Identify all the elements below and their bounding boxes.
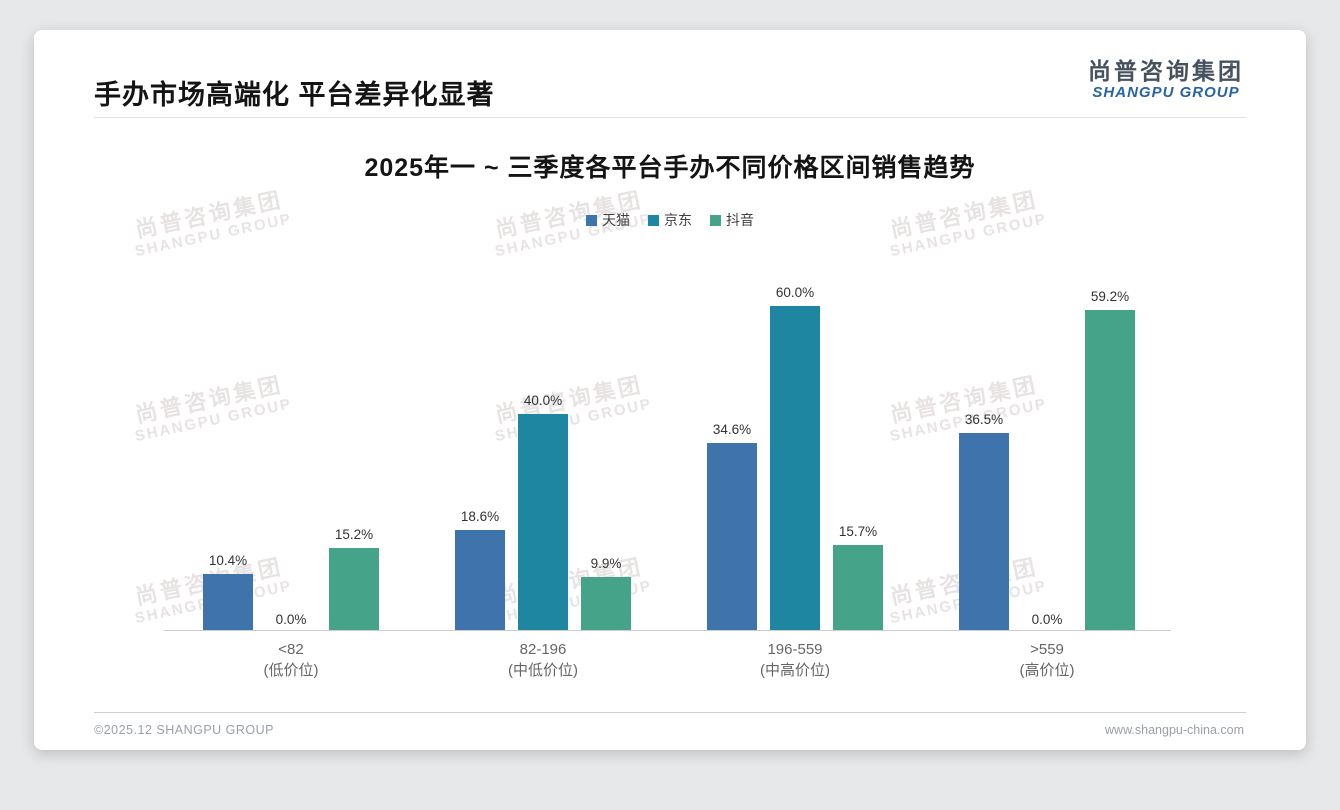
- bar-slot-天猫: 36.5%: [959, 290, 1009, 630]
- page-title: 手办市场高端化 平台差异化显著: [94, 80, 495, 110]
- bar-京东: [770, 306, 820, 630]
- bar-天猫: [959, 433, 1009, 630]
- bar-groups: 10.4% 0.0% 15.2% <82 (低价位) 18.6% 40.0% 9.9% 82-1…: [203, 285, 1135, 679]
- bar-slot-天猫: 34.6%: [707, 290, 757, 630]
- legend-item-抖音: 抖音: [710, 210, 754, 230]
- category-label: 82-196 (中低价位): [508, 641, 578, 679]
- footer-divider: [94, 712, 1246, 713]
- bar-slot-京东: 40.0%: [518, 290, 568, 630]
- bar-天猫: [707, 443, 757, 630]
- bar-group: 18.6% 40.0% 9.9% 82-196 (中低价位): [455, 290, 631, 679]
- logo-chinese-text: 尚普咨询集团: [1088, 58, 1244, 84]
- bar-slot-抖音: 15.7%: [833, 290, 883, 630]
- legend-swatch-icon: [710, 214, 721, 226]
- bar-value-label: 0.0%: [275, 612, 307, 627]
- bar-抖音: [1085, 310, 1135, 630]
- bar-京东: [518, 414, 568, 630]
- category-label: <82 (低价位): [263, 641, 319, 679]
- legend-item-京东: 京东: [648, 210, 692, 230]
- legend-item-天猫: 天猫: [586, 210, 630, 230]
- bar-slot-抖音: 59.2%: [1085, 289, 1135, 630]
- bar-抖音: [581, 577, 631, 630]
- header-divider: [94, 117, 1246, 118]
- bar-value-label: 15.7%: [838, 524, 878, 539]
- bar-slot-京东: 0.0%: [266, 290, 316, 630]
- bar-value-label: 59.2%: [1090, 289, 1130, 304]
- bar-value-label: 10.4%: [208, 553, 248, 568]
- bar-slot-抖音: 9.9%: [581, 290, 631, 630]
- bar-slot-京东: 0.0%: [1022, 290, 1072, 630]
- logo-english-text: SHANGPU GROUP: [1092, 84, 1240, 101]
- legend-label: 天猫: [602, 212, 630, 228]
- chart-legend: 天猫 京东 抖音: [34, 210, 1306, 230]
- category-label: 196-559 (中高价位): [760, 641, 830, 679]
- bar-slot-京东: 60.0%: [770, 285, 820, 630]
- bar-slot-抖音: 15.2%: [329, 290, 379, 630]
- bar-value-label: 18.6%: [460, 509, 500, 524]
- bar-天猫: [455, 530, 505, 630]
- bar-抖音: [833, 545, 883, 630]
- footer-copyright: ©2025.12 SHANGPU GROUP: [94, 723, 274, 737]
- legend-label: 抖音: [726, 212, 754, 228]
- bar-group: 10.4% 0.0% 15.2% <82 (低价位): [203, 290, 379, 679]
- bar-value-label: 34.6%: [712, 422, 752, 437]
- legend-swatch-icon: [648, 214, 659, 226]
- bar-value-label: 15.2%: [334, 527, 374, 542]
- report-slide: 尚普咨询集团 SHANGPU GROUP 尚普咨询集团 SHANGPU GROUP 尚普…: [34, 30, 1306, 750]
- bar-group: 36.5% 0.0% 59.2% >559 (高价位): [959, 289, 1135, 679]
- category-label: >559 (高价位): [1019, 641, 1075, 679]
- x-axis-line: [164, 630, 1171, 631]
- bar-value-label: 0.0%: [1031, 612, 1063, 627]
- bar-value-label: 60.0%: [775, 285, 815, 300]
- legend-swatch-icon: [586, 214, 597, 226]
- legend-label: 京东: [664, 212, 692, 228]
- footer-website-link[interactable]: www.shangpu-china.com: [1105, 723, 1244, 737]
- bar-chart-plot: 10.4% 0.0% 15.2% <82 (低价位) 18.6% 40.0% 9.9% 82-1…: [34, 30, 1306, 750]
- bar-value-label: 40.0%: [523, 393, 563, 408]
- bar-value-label: 9.9%: [590, 556, 622, 571]
- bar-slot-天猫: 10.4%: [203, 290, 253, 630]
- bar-group: 34.6% 60.0% 15.7% 196-559 (中高价位): [707, 285, 883, 679]
- bar-天猫: [203, 574, 253, 630]
- bar-value-label: 36.5%: [964, 412, 1004, 427]
- company-logo: 尚普咨询集团 SHANGPU GROUP: [1088, 58, 1244, 102]
- bar-抖音: [329, 548, 379, 630]
- chart-title: 2025年一 ~ 三季度各平台手办不同价格区间销售趋势: [364, 154, 976, 182]
- bar-slot-天猫: 18.6%: [455, 290, 505, 630]
